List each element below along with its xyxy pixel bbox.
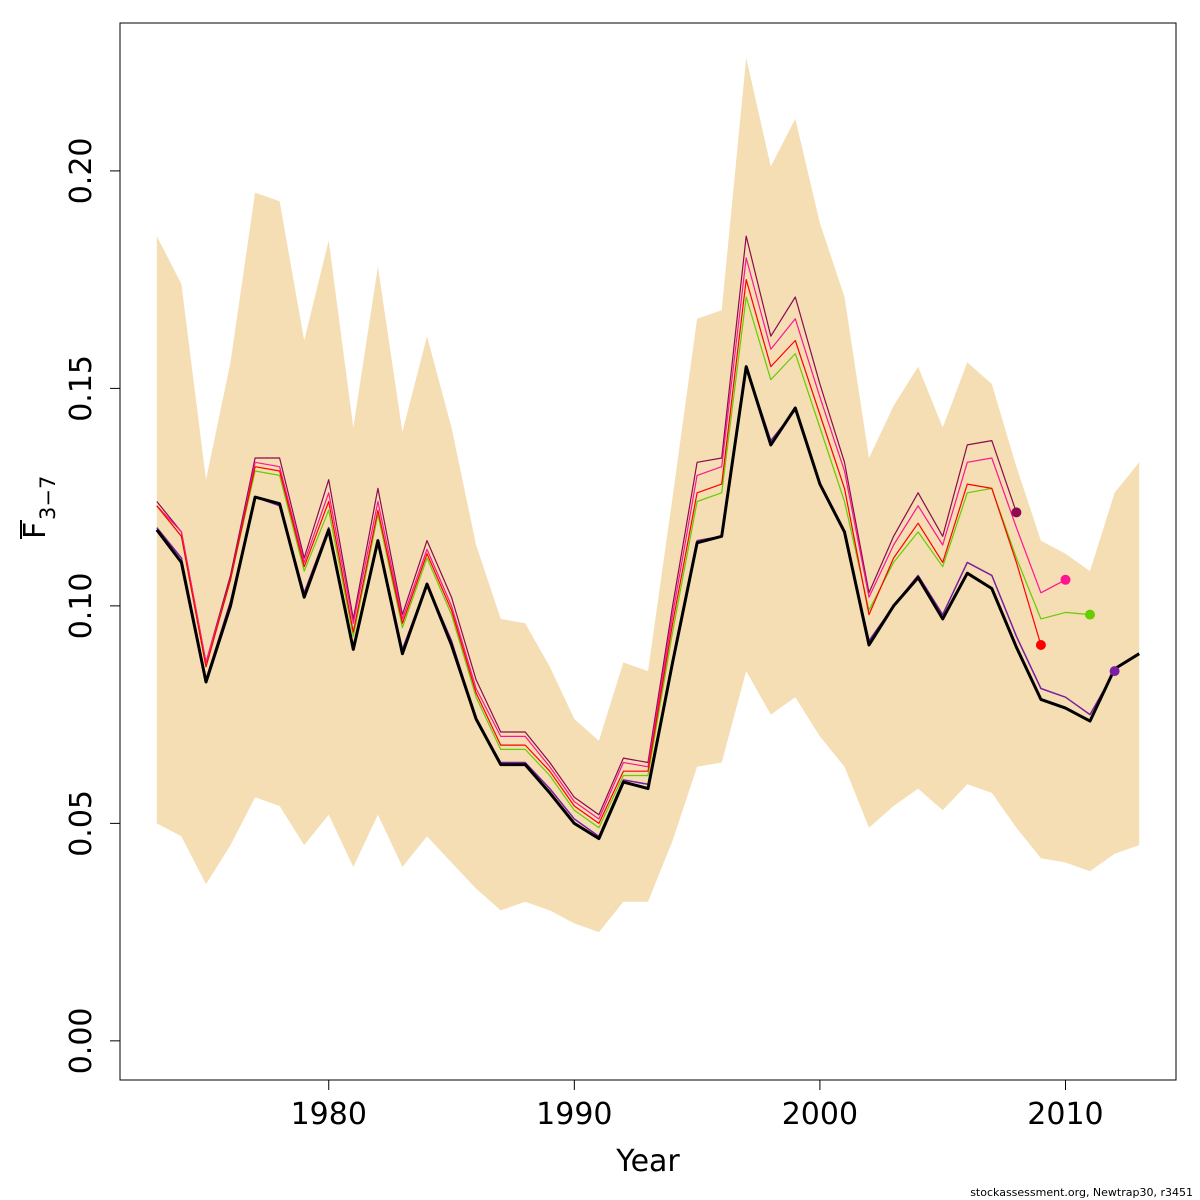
- x-tick-label-1980: 1980: [291, 1097, 367, 1132]
- y-tick-label-3: 0.15: [64, 355, 99, 422]
- x-axis: 1980 1990 2000 2010: [291, 1080, 1104, 1132]
- x-tick-label-1990: 1990: [536, 1097, 612, 1132]
- y-axis-title-main: F: [18, 522, 53, 539]
- credit-note: stockassessment.org, Newtrap30, r3451: [970, 1186, 1193, 1199]
- plot-frame: [119, 22, 1177, 1081]
- y-tick-label-4: 0.20: [64, 138, 99, 205]
- series-end-marker-retro-2012: [1109, 666, 1120, 677]
- end-marker-layer: [1011, 507, 1120, 677]
- y-axis: 0.00 0.05 0.10 0.15 0.20: [64, 138, 120, 1075]
- series-end-marker-retro-2009: [1035, 640, 1046, 650]
- y-axis-title-subscript: 3−7: [36, 476, 60, 520]
- x-axis-title: Year: [615, 1144, 680, 1179]
- x-tick-label-2000: 2000: [782, 1097, 858, 1132]
- series-line-retro-2010: [156, 257, 1066, 820]
- confidence-band: [156, 57, 1140, 933]
- y-tick-label-1: 0.05: [64, 790, 99, 857]
- x-tick-label-2010: 2010: [1027, 1097, 1103, 1132]
- series-line-retro-2009: [156, 279, 1042, 825]
- y-tick-label-2: 0.10: [64, 573, 99, 640]
- series-layer: [155, 235, 1140, 841]
- series-end-marker-retro-2008: [1011, 507, 1022, 518]
- series-line-final-assessment: [155, 365, 1140, 841]
- series-line-retro-2008: [156, 235, 1017, 816]
- series-line-retro-2011: [156, 296, 1091, 829]
- y-tick-label-0: 0.00: [64, 1008, 99, 1075]
- series-end-marker-retro-2011: [1085, 609, 1095, 620]
- confidence-band-layer: [156, 57, 1140, 933]
- y-axis-title: F 3−7: [18, 476, 60, 539]
- series-end-marker-retro-2010: [1060, 574, 1071, 585]
